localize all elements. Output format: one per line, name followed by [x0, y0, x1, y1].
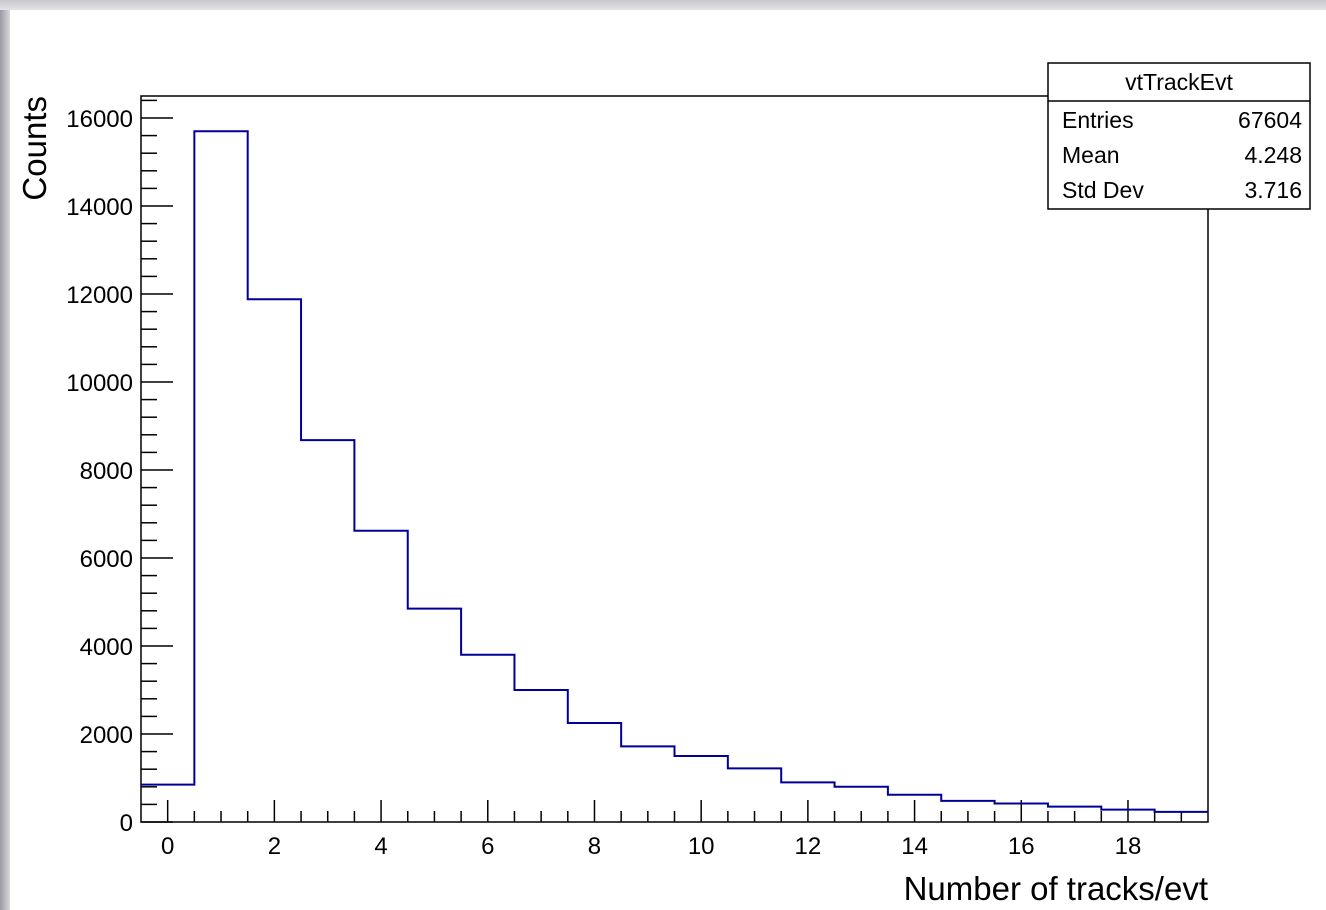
- y-tick-label: 8000: [80, 458, 133, 485]
- stats-entries-value: 67604: [1238, 107, 1302, 133]
- x-tick-label: 0: [161, 833, 174, 860]
- x-tick-label: 10: [688, 833, 715, 860]
- histogram-bin: [301, 440, 354, 822]
- histogram-bin: [194, 131, 247, 822]
- x-tick-label: 8: [588, 833, 601, 860]
- x-tick-label: 14: [901, 833, 928, 860]
- x-tick-label: 12: [795, 833, 822, 860]
- x-tick-label: 6: [481, 833, 494, 860]
- y-tick-label: 0: [120, 810, 133, 837]
- histogram-bin: [408, 609, 461, 822]
- histogram-bin: [621, 746, 674, 822]
- stats-entries-label: Entries: [1062, 107, 1134, 133]
- histogram-bin: [461, 655, 514, 822]
- stats-mean-label: Mean: [1062, 142, 1120, 168]
- y-tick-label: 14000: [66, 194, 133, 221]
- histogram-bin: [354, 531, 407, 822]
- stats-box-frame: [1047, 62, 1311, 210]
- x-tick-label: 2: [268, 833, 281, 860]
- stats-stddev-value: 3.716: [1244, 177, 1302, 203]
- histogram-bin: [514, 690, 567, 822]
- x-tick-label: 16: [1008, 833, 1035, 860]
- y-axis-title: Counts: [16, 96, 53, 201]
- y-tick-label: 16000: [66, 106, 133, 133]
- y-tick-label: 6000: [80, 546, 133, 573]
- window-frame-left: [0, 0, 10, 910]
- x-axis-title: Number of tracks/evt: [904, 870, 1208, 907]
- window-frame-top: [0, 0, 1326, 10]
- y-tick-label: 2000: [80, 722, 133, 749]
- x-tick-label: 4: [374, 833, 387, 860]
- stats-box: vtTrackEvt Entries 67604 Mean 4.248 Std …: [1047, 62, 1311, 210]
- stats-box-title: vtTrackEvt: [1125, 69, 1233, 95]
- stats-stddev-label: Std Dev: [1062, 177, 1144, 203]
- y-tick-label: 10000: [66, 370, 133, 397]
- y-tick-label: 12000: [66, 282, 133, 309]
- histogram-line: [141, 130, 1208, 813]
- histogram-bin: [248, 299, 301, 822]
- x-tick-label: 18: [1115, 833, 1142, 860]
- stats-mean-value: 4.248: [1244, 142, 1302, 168]
- y-tick-label: 4000: [80, 634, 133, 661]
